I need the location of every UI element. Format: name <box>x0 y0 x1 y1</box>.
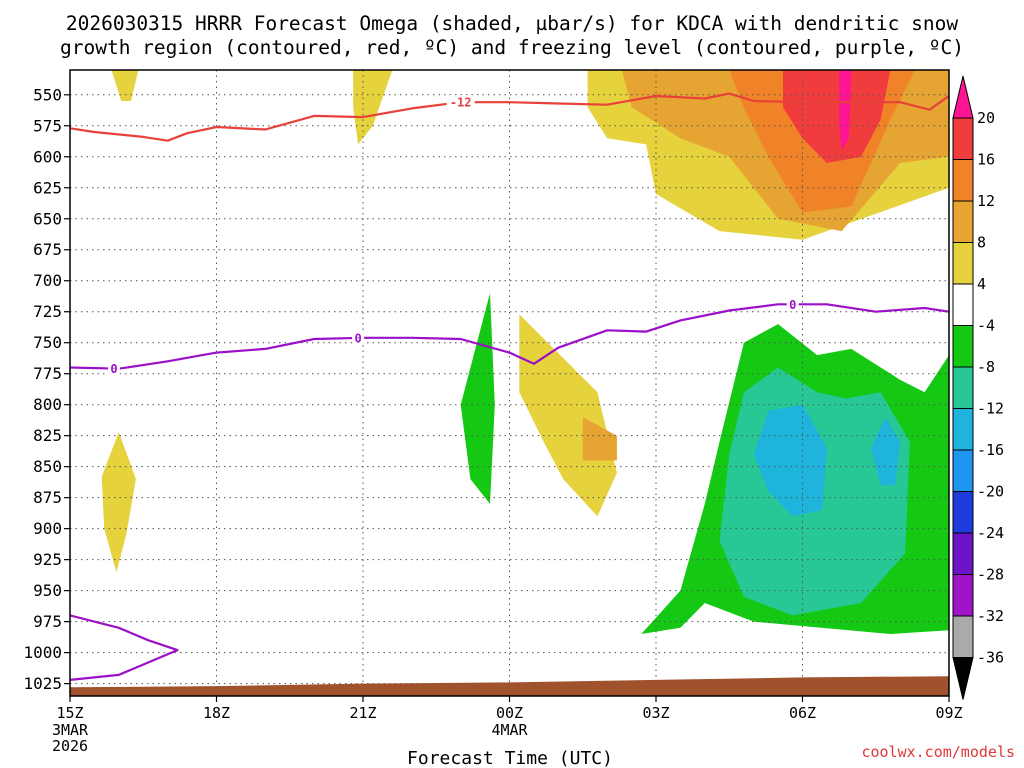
x-tick-label: 06Z <box>789 704 816 722</box>
colorbar-tick-label: -32 <box>977 607 1004 625</box>
colorbar-swatch <box>952 159 974 202</box>
omega-region <box>265 314 359 572</box>
omega-region <box>651 270 671 325</box>
colorbar-tick-label: -24 <box>977 524 1004 542</box>
colorbar-swatch <box>952 200 974 243</box>
credit-text[interactable]: coolwx.com/models <box>861 743 1015 761</box>
dgz-contour-line <box>70 92 949 142</box>
y-tick-label: 825 <box>33 426 62 445</box>
ground-fill <box>70 676 949 696</box>
omega-region <box>111 70 139 101</box>
y-tick-label: 950 <box>33 581 62 600</box>
x-date-label: 3MAR <box>52 721 89 739</box>
colorbar-tick-label: -16 <box>977 441 1004 459</box>
y-tick-label: 650 <box>33 209 62 228</box>
omega-region <box>582 417 617 461</box>
ground-surface <box>70 676 949 696</box>
x-tick-label: 21Z <box>349 704 376 722</box>
freezing-contour-label: 0 <box>789 298 796 312</box>
y-tick-label: 675 <box>33 240 62 259</box>
x-date-label: 4MAR <box>491 721 528 739</box>
y-tick-label: 625 <box>33 178 62 197</box>
omega-region <box>783 70 891 163</box>
omega-region <box>101 432 136 572</box>
x-tick-label: 09Z <box>935 704 962 722</box>
chart-title-line-1: 2026030315 HRRR Forecast Omega (shaded, … <box>66 12 958 35</box>
colorbar-tick-label: -12 <box>977 400 1004 418</box>
y-tick-label: 875 <box>33 488 62 507</box>
omega-region <box>839 70 852 151</box>
omega-shading <box>101 70 949 653</box>
x-tick-label: 00Z <box>496 704 523 722</box>
colorbar-swatch <box>952 532 974 575</box>
freezing-contour-label: 0 <box>110 362 117 376</box>
y-tick-label: 925 <box>33 550 62 569</box>
colorbar-swatch <box>952 574 974 617</box>
chart-title-line-2: growth region (contoured, red, ºC) and f… <box>60 36 964 59</box>
x-date-label: 2026 <box>52 737 88 755</box>
colorbar-tick-label: -36 <box>977 649 1004 667</box>
omega-region <box>106 243 122 306</box>
colorbar-swatch <box>952 615 974 658</box>
colorbar-tick-label: 20 <box>977 109 995 127</box>
y-tick-label: 575 <box>33 116 62 135</box>
colorbar-swatch <box>952 242 974 285</box>
x-tick-label: 15Z <box>56 704 83 722</box>
colorbar-swatch <box>952 117 974 160</box>
colorbar-tick-label: 8 <box>977 234 986 252</box>
y-tick-label: 750 <box>33 333 62 352</box>
colorbar-swatch <box>952 325 974 368</box>
freezing-level-contour-line <box>70 303 949 370</box>
colorbar-swatch <box>952 408 974 451</box>
colorbar-tick-label: 4 <box>977 275 986 293</box>
y-tick-label: 700 <box>33 271 62 290</box>
colorbar-top-arrow <box>952 75 974 119</box>
x-tick-label: 18Z <box>203 704 230 722</box>
dgz-contour-label: -12 <box>450 96 472 110</box>
colorbar-tick-label: 12 <box>977 192 995 210</box>
colorbar-swatch <box>952 491 974 534</box>
freezing-contour-label: 0 <box>354 331 361 345</box>
omega-region <box>504 70 564 219</box>
y-tick-label: 850 <box>33 457 62 476</box>
omega-region <box>519 314 617 517</box>
omega-region <box>753 404 827 517</box>
y-axis: 550 575 600 625 650 675 700 725 750 775 800 825 850 8… <box>23 85 70 693</box>
colorbar-bottom-arrow <box>952 657 974 700</box>
y-tick-label: 800 <box>33 395 62 414</box>
colorbar-swatch <box>952 366 974 409</box>
colorbar: 20 16 12 8 4 -4 -8 -12 -16 -20 -24 -28 -32 -36 <box>952 75 1004 700</box>
y-tick-label: 975 <box>33 612 62 631</box>
y-tick-label: 600 <box>33 147 62 166</box>
freezing-level-contour-line <box>70 614 179 681</box>
y-tick-label: 1025 <box>23 674 62 693</box>
colorbar-tick-label: 16 <box>977 151 995 169</box>
omega-region <box>201 125 256 321</box>
contour-label-bg <box>446 95 475 110</box>
contour-label-bg <box>352 330 365 345</box>
contour-lines <box>70 92 949 681</box>
y-tick-label: 900 <box>33 519 62 538</box>
contour-labels: -12 0 0 0 <box>107 95 799 376</box>
omega-region <box>870 417 901 486</box>
colorbar-swatch <box>952 283 974 326</box>
plot-area <box>70 70 949 696</box>
colorbar-tick-label: -4 <box>977 317 995 335</box>
contour-label-bg <box>786 297 799 312</box>
y-tick-label: 725 <box>33 302 62 321</box>
colorbar-swatch <box>952 449 974 492</box>
x-axis-label: Forecast Time (UTC) <box>407 748 613 768</box>
y-tick-label: 550 <box>33 85 62 104</box>
colorbar-tick-label: -20 <box>977 483 1004 501</box>
x-tick-label: 03Z <box>642 704 669 722</box>
contour-label-bg <box>107 361 120 376</box>
y-tick-label: 1000 <box>23 643 62 662</box>
colorbar-tick-label: -28 <box>977 566 1004 584</box>
colorbar-tick-label: -8 <box>977 358 995 376</box>
y-tick-label: 775 <box>33 364 62 383</box>
